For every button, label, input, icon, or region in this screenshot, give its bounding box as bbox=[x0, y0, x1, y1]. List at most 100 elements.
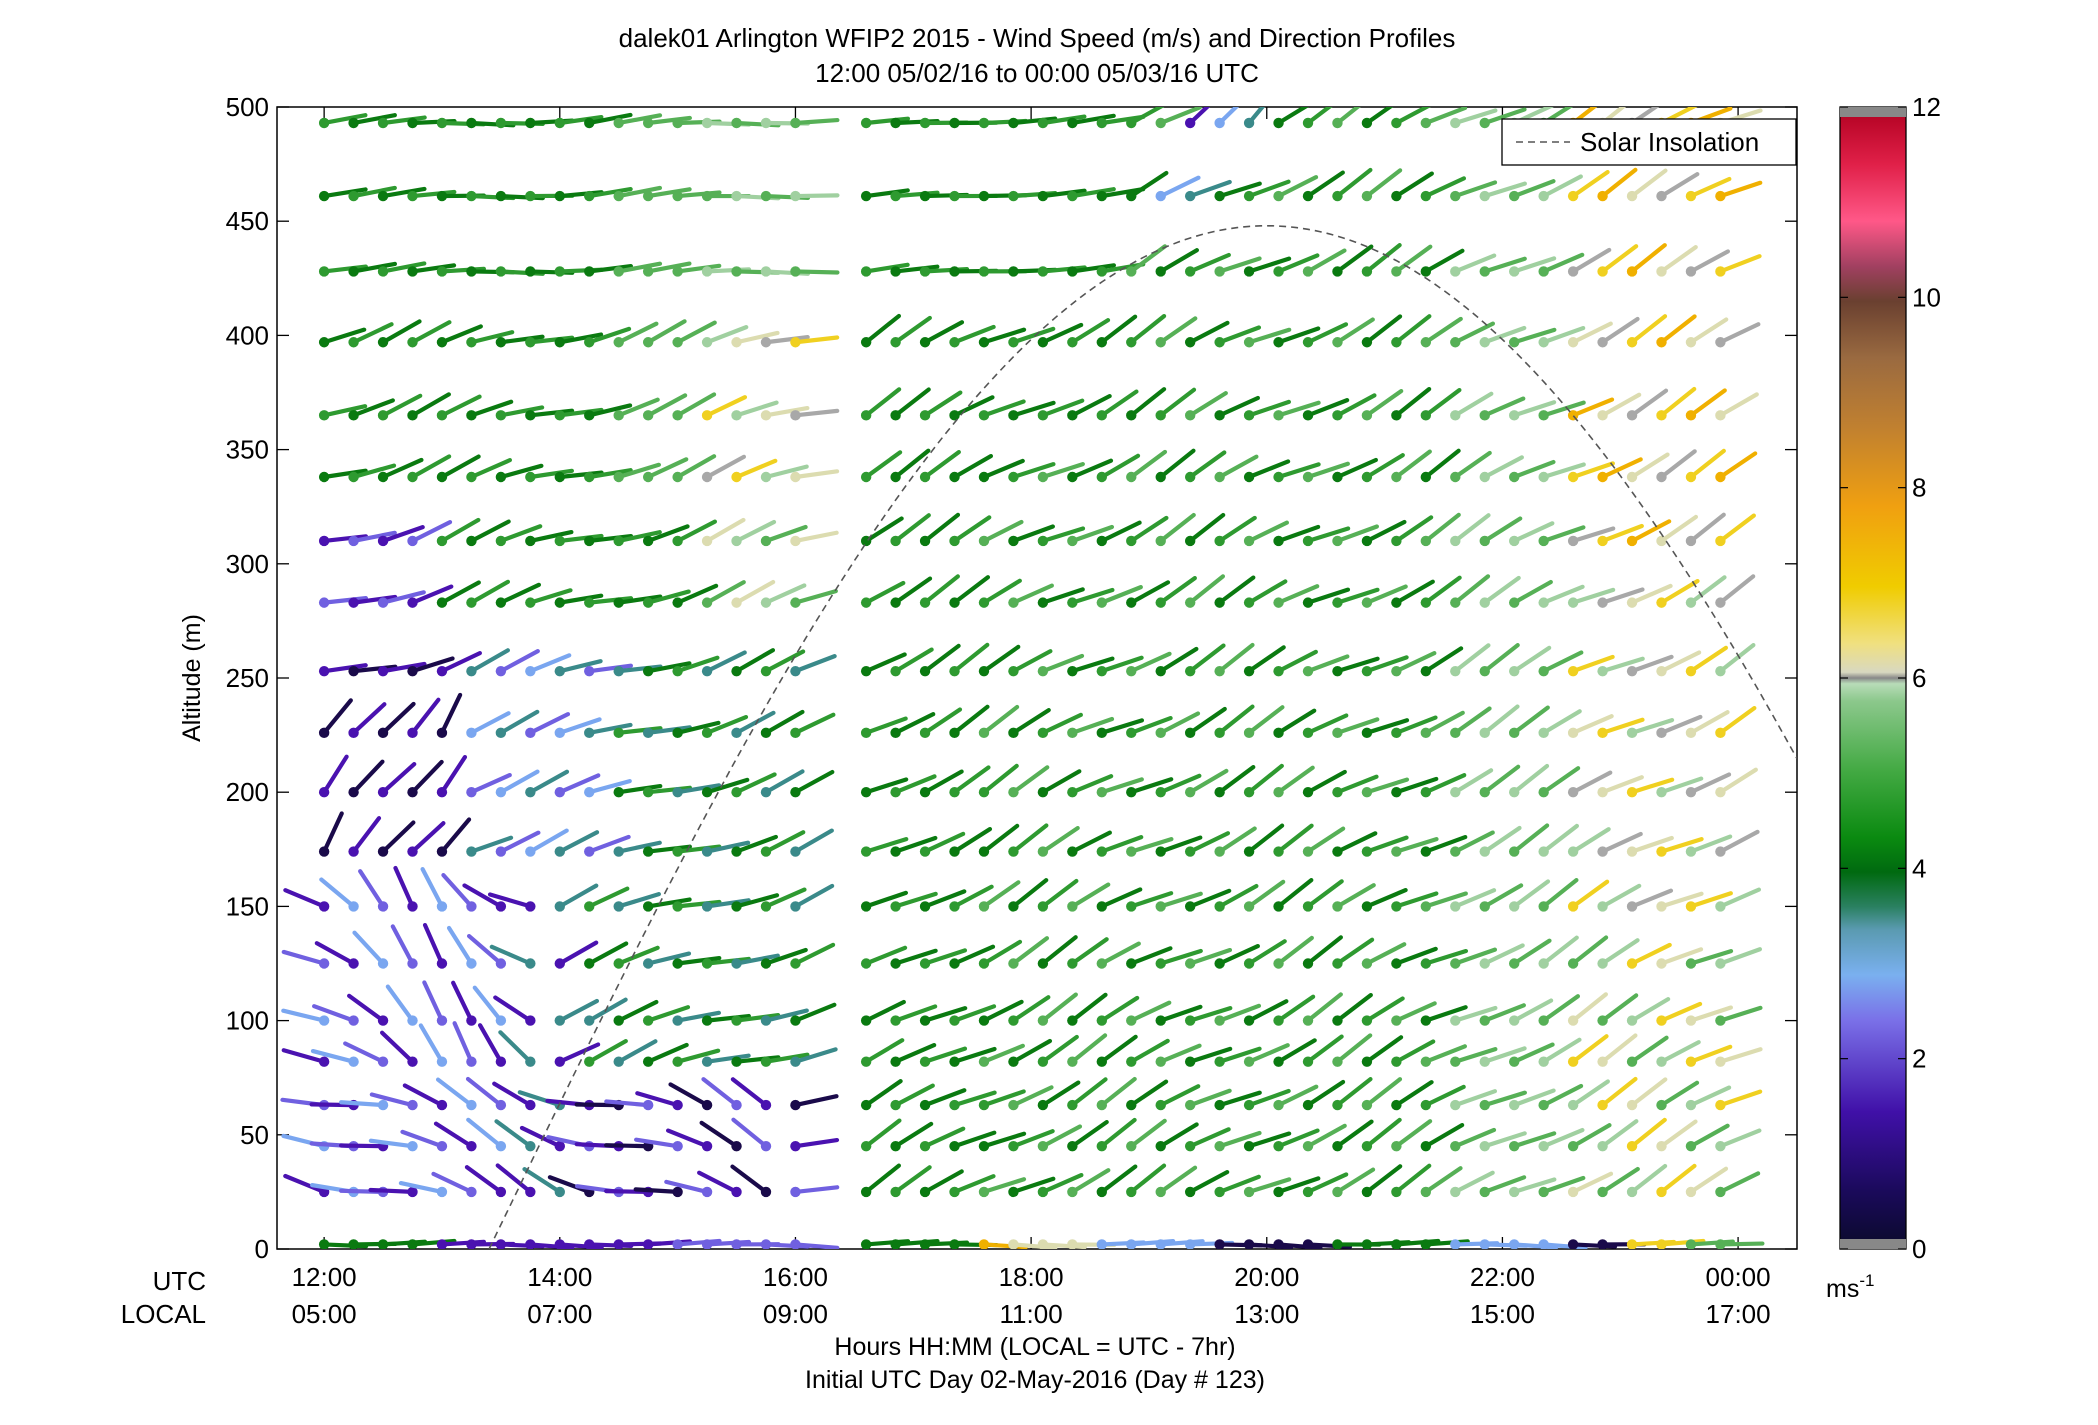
wind-barb bbox=[860, 387, 902, 421]
wind-barb bbox=[760, 1052, 810, 1067]
wind-barb bbox=[554, 830, 600, 857]
wind-barb bbox=[1096, 887, 1143, 912]
wind-barb bbox=[613, 840, 662, 857]
wind-barb bbox=[436, 754, 468, 798]
wind-barb bbox=[760, 649, 806, 677]
wind-barb bbox=[1332, 937, 1375, 969]
wind-barb bbox=[642, 844, 692, 857]
wind-barb bbox=[466, 519, 511, 547]
wind-barb bbox=[495, 769, 540, 798]
wind-barb bbox=[1243, 763, 1284, 798]
wind-barb bbox=[919, 948, 968, 969]
wind-barb bbox=[1361, 942, 1407, 969]
wind-barb bbox=[1302, 1079, 1346, 1111]
wind-barb bbox=[1450, 1005, 1498, 1026]
wind-barb bbox=[890, 774, 937, 798]
wind-barb bbox=[1155, 1084, 1201, 1111]
wind-barb bbox=[422, 980, 448, 1026]
wind-barb bbox=[1361, 1117, 1402, 1152]
wind-barb bbox=[584, 468, 633, 483]
wind-barb bbox=[1685, 772, 1732, 798]
wind-barb bbox=[730, 1077, 772, 1111]
utc-tick-label: 18:00 bbox=[999, 1262, 1064, 1292]
wind-barb bbox=[1685, 834, 1733, 857]
wind-barb bbox=[613, 783, 663, 798]
wind-barb bbox=[319, 877, 359, 912]
wind-barb bbox=[436, 324, 483, 348]
wind-barb bbox=[1037, 1172, 1084, 1198]
wind-barb bbox=[1155, 1239, 1205, 1249]
wind-barb bbox=[1715, 887, 1762, 912]
wind-barb bbox=[1420, 575, 1462, 608]
wind-barb bbox=[1656, 1238, 1706, 1249]
wind-barb bbox=[1597, 392, 1642, 421]
wind-barb bbox=[1391, 946, 1438, 969]
wind-barb bbox=[1450, 108, 1498, 129]
wind-barb bbox=[314, 941, 359, 969]
wind-barb bbox=[790, 1002, 837, 1026]
wind-barb bbox=[1479, 107, 1527, 129]
wind-barb bbox=[1715, 1089, 1763, 1111]
wind-barb bbox=[1302, 1172, 1349, 1198]
wind-barb bbox=[1567, 770, 1613, 798]
wind-barb bbox=[1273, 1239, 1323, 1249]
wind-barb bbox=[978, 399, 1026, 421]
wind-barb bbox=[377, 761, 417, 798]
wind-barb bbox=[1273, 1038, 1317, 1067]
wind-barb bbox=[466, 835, 514, 857]
wind-barb bbox=[554, 1239, 604, 1249]
wind-barb bbox=[1184, 1169, 1230, 1198]
wind-barb bbox=[1126, 715, 1173, 739]
wind-barb bbox=[525, 529, 574, 547]
wind-barb bbox=[1302, 1034, 1344, 1067]
wind-barb bbox=[919, 643, 961, 677]
wind-barb bbox=[1391, 314, 1432, 348]
wind-barb bbox=[613, 321, 659, 348]
x-axis: 12:00 05:00 14:00 07:00 16:00 09:00 18:00 11:00… bbox=[292, 107, 1771, 1329]
wind-barb bbox=[1155, 448, 1196, 483]
wind-barb bbox=[554, 470, 604, 483]
wind-barb bbox=[1037, 1080, 1081, 1111]
wind-barb bbox=[1008, 400, 1056, 421]
wind-barb bbox=[407, 189, 457, 202]
wind-barb bbox=[435, 1077, 477, 1111]
wind-barb bbox=[1391, 1001, 1437, 1026]
wind-barb bbox=[860, 836, 909, 857]
wind-barb bbox=[436, 394, 482, 421]
wind-barb bbox=[1155, 1165, 1198, 1198]
wind-barb bbox=[1126, 1079, 1169, 1111]
wind-barb bbox=[318, 187, 368, 202]
wind-barb bbox=[1509, 938, 1552, 969]
wind-barb bbox=[1420, 1166, 1463, 1198]
wind-barb bbox=[1715, 574, 1756, 608]
wind-barb bbox=[1273, 823, 1314, 857]
wind-barb bbox=[613, 999, 659, 1026]
wind-barb bbox=[919, 831, 966, 857]
wind-barb bbox=[495, 582, 542, 608]
wind-barb bbox=[672, 655, 720, 677]
wind-barb bbox=[1008, 936, 1050, 969]
wind-barb bbox=[790, 712, 836, 739]
wind-barb bbox=[1391, 579, 1435, 608]
wind-barb bbox=[949, 1004, 997, 1026]
wind-barb bbox=[1685, 891, 1733, 912]
wind-barb bbox=[978, 939, 1023, 969]
wind-barb bbox=[462, 883, 507, 912]
wind-barb bbox=[1538, 877, 1579, 912]
wind-barb bbox=[1597, 1076, 1638, 1111]
wind-barb bbox=[1126, 1163, 1167, 1198]
wind-barb bbox=[1391, 515, 1434, 547]
wind-barb bbox=[1656, 947, 1704, 969]
wind-barb bbox=[701, 454, 747, 483]
wind-barb bbox=[1273, 1084, 1319, 1111]
wind-barb bbox=[1155, 316, 1198, 348]
wind-barb bbox=[790, 654, 837, 677]
wind-barb bbox=[1597, 457, 1643, 483]
wind-barb bbox=[790, 828, 834, 857]
wind-barb bbox=[1685, 1166, 1729, 1198]
wind-barb bbox=[1008, 524, 1055, 547]
wind-barb bbox=[1656, 1119, 1698, 1152]
wind-barb bbox=[493, 995, 536, 1026]
wind-barb bbox=[642, 524, 690, 547]
wind-barb bbox=[1538, 525, 1586, 547]
